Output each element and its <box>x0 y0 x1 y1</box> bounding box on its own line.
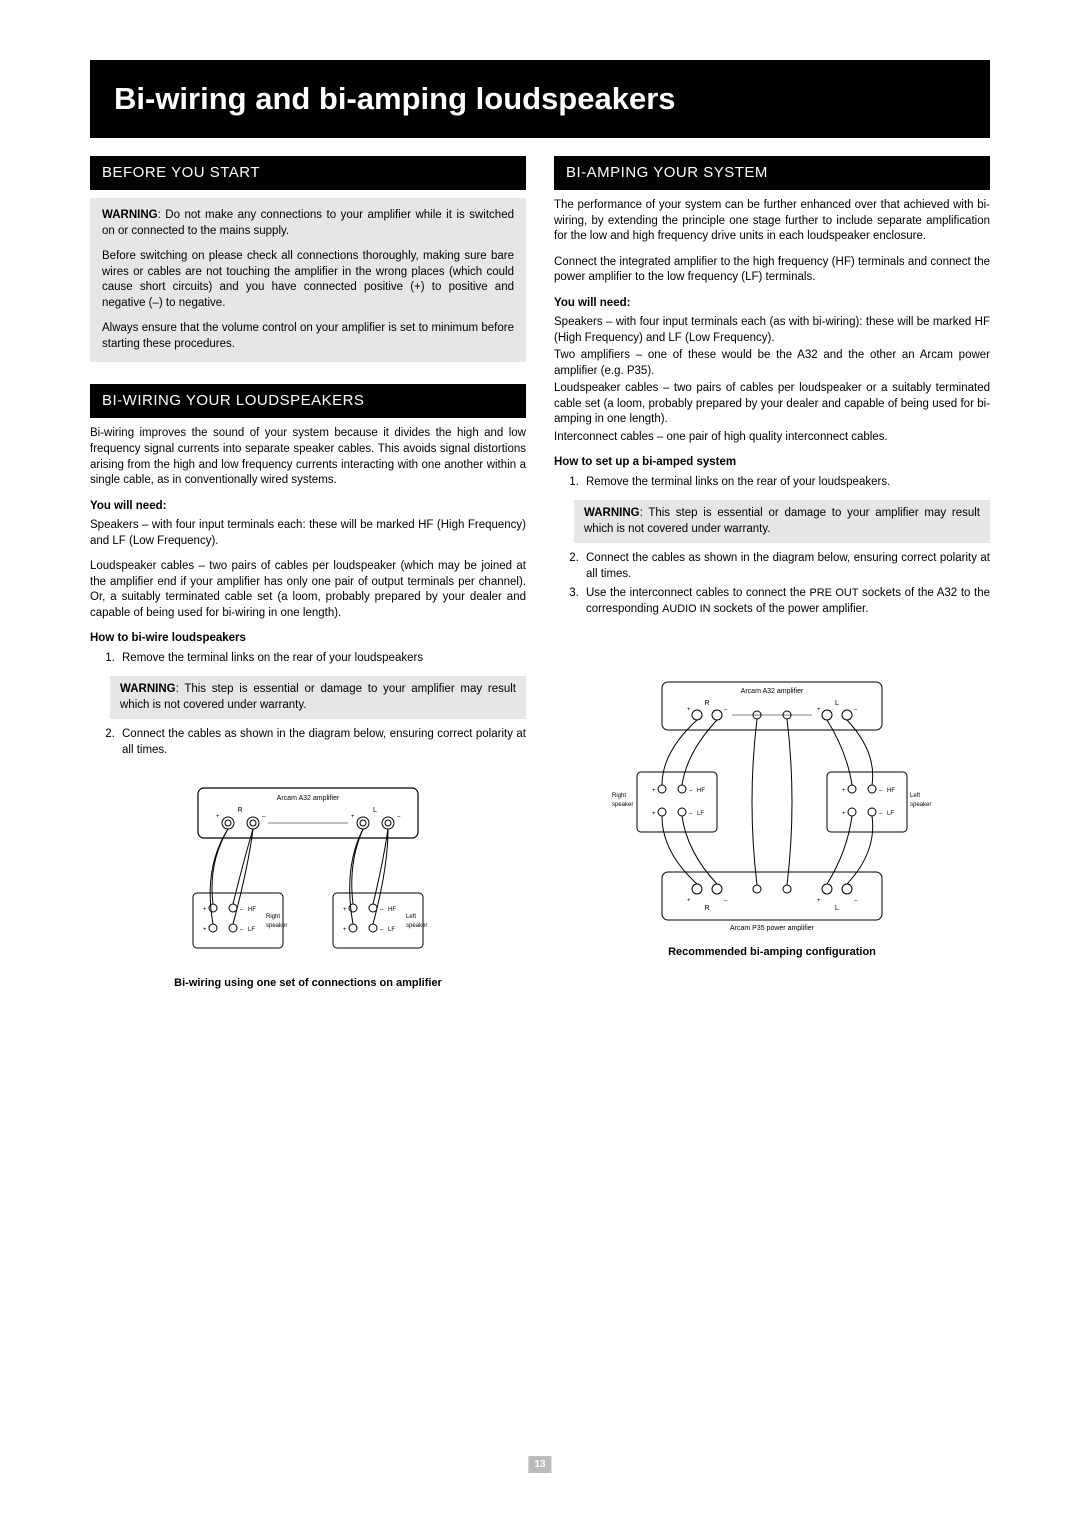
svg-text:+: + <box>817 898 821 904</box>
svg-text:–: – <box>240 907 244 913</box>
svg-text:+: + <box>817 707 821 713</box>
page-number: 13 <box>528 1456 551 1474</box>
svg-text:–: – <box>397 814 401 820</box>
svg-text:Arcam A32 amplifier: Arcam A32 amplifier <box>741 688 804 695</box>
svg-text:speaker: speaker <box>612 802 633 808</box>
warning-label: WARNING <box>584 507 640 519</box>
biamp-para2: Connect the integrated amplifier to the … <box>554 255 990 286</box>
need-cables-r: Loudspeaker cables – two pairs of cables… <box>554 381 990 428</box>
biwiring-header: BI-WIRING YOUR LOUDSPEAKERS <box>90 384 526 418</box>
svg-text:LF: LF <box>248 927 255 933</box>
svg-text:+: + <box>842 811 846 817</box>
svg-text:+: + <box>687 898 691 904</box>
howto-biamp-label: How to set up a bi-amped system <box>554 455 990 471</box>
svg-text:R: R <box>704 700 709 707</box>
diag-amp-label: Arcam A32 amplifier <box>277 795 340 802</box>
warning-2-text: Before switching on please check all con… <box>102 249 514 311</box>
svg-text:HF: HF <box>248 907 256 913</box>
svg-text:R: R <box>237 807 242 814</box>
biamp-steps: Remove the terminal links on the rear of… <box>582 475 990 491</box>
svg-text:Left: Left <box>406 914 416 920</box>
svg-text:speaker: speaker <box>406 923 427 929</box>
biamp-step-2: Connect the cables as shown in the diagr… <box>582 551 990 582</box>
biwire-steps-cont: Connect the cables as shown in the diagr… <box>118 727 526 758</box>
svg-text:–: – <box>854 898 858 904</box>
right-column: BI-AMPING YOUR SYSTEM The performance of… <box>554 156 990 991</box>
biwire-step-warning: WARNING: This step is essential or damag… <box>110 676 526 719</box>
svg-text:+: + <box>343 927 347 933</box>
svg-text:–: – <box>724 707 728 713</box>
biwire-diagram-caption: Bi-wiring using one set of connections o… <box>90 976 526 991</box>
svg-text:L: L <box>835 905 839 912</box>
svg-text:LF: LF <box>887 811 894 817</box>
svg-text:+: + <box>652 811 656 817</box>
warning-3-text: Always ensure that the volume control on… <box>102 321 514 352</box>
warning-label: WARNING <box>120 683 176 695</box>
svg-text:speaker: speaker <box>910 802 931 808</box>
svg-text:–: – <box>724 898 728 904</box>
biamp-step-3: Use the interconnect cables to connect t… <box>582 586 990 617</box>
svg-text:–: – <box>380 927 384 933</box>
svg-text:+: + <box>351 814 355 820</box>
svg-text:LF: LF <box>697 811 704 817</box>
warning-box-1: WARNING: Do not make any connections to … <box>90 198 526 362</box>
biamp-para1: The performance of your system can be fu… <box>554 198 990 245</box>
need-interconnect-r: Interconnect cables – one pair of high q… <box>554 430 990 446</box>
svg-text:+: + <box>343 907 347 913</box>
svg-text:HF: HF <box>697 788 705 794</box>
biamp-step-1: Remove the terminal links on the rear of… <box>582 475 990 491</box>
svg-text:–: – <box>689 788 693 794</box>
content-columns: BEFORE YOU START WARNING: Do not make an… <box>90 156 990 991</box>
biwire-steps: Remove the terminal links on the rear of… <box>118 651 526 667</box>
biwire-step-2: Connect the cables as shown in the diagr… <box>118 727 526 758</box>
biamping-header: BI-AMPING YOUR SYSTEM <box>554 156 990 190</box>
warning-1-text: : Do not make any connections to your am… <box>102 209 514 237</box>
svg-text:+: + <box>216 814 220 820</box>
biwire-warning-text: : This step is essential or damage to yo… <box>120 683 516 711</box>
howto-biwire-label: How to bi-wire loudspeakers <box>90 631 526 647</box>
svg-text:speaker: speaker <box>266 923 287 929</box>
biamp-warning-text: : This step is essential or damage to yo… <box>584 507 980 535</box>
biamp-step-warning: WARNING: This step is essential or damag… <box>574 500 990 543</box>
you-will-need-label-r: You will need: <box>554 296 990 312</box>
svg-text:–: – <box>240 927 244 933</box>
svg-text:–: – <box>262 814 266 820</box>
need-speakers-r: Speakers – with four input terminals eac… <box>554 315 990 346</box>
svg-text:+: + <box>652 788 656 794</box>
biwire-step-1: Remove the terminal links on the rear of… <box>118 651 526 667</box>
biwire-diagram: Arcam A32 amplifier + – R + – L + – + – HF LF… <box>158 778 458 968</box>
need-amps-r: Two amplifiers – one of these would be t… <box>554 348 990 379</box>
page-main-title: Bi-wiring and bi-amping loudspeakers <box>90 60 990 138</box>
biamp-diagram-caption: Recommended bi-amping configuration <box>554 945 990 960</box>
biamp-steps-cont: Connect the cables as shown in the diagr… <box>582 551 990 617</box>
biamp-diagram: Arcam A32 amplifier + – R + – L + – + – HF LF… <box>602 677 942 937</box>
svg-text:Arcam P35 power amplifier: Arcam P35 power amplifier <box>730 925 815 932</box>
svg-text:Left: Left <box>910 793 920 799</box>
svg-text:–: – <box>854 707 858 713</box>
svg-text:Right: Right <box>612 793 626 799</box>
svg-text:Right: Right <box>266 914 280 920</box>
you-will-need-label: You will need: <box>90 499 526 515</box>
svg-text:–: – <box>879 788 883 794</box>
left-column: BEFORE YOU START WARNING: Do not make an… <box>90 156 526 991</box>
svg-text:–: – <box>879 811 883 817</box>
svg-text:+: + <box>687 707 691 713</box>
svg-text:–: – <box>689 811 693 817</box>
need-speakers: Speakers – with four input terminals eac… <box>90 518 526 549</box>
svg-text:+: + <box>842 788 846 794</box>
biwire-intro: Bi-wiring improves the sound of your sys… <box>90 426 526 488</box>
svg-text:+: + <box>203 907 207 913</box>
svg-text:LF: LF <box>388 927 395 933</box>
warning-label: WARNING <box>102 209 158 221</box>
svg-text:+: + <box>203 927 207 933</box>
svg-text:L: L <box>373 807 377 814</box>
svg-text:–: – <box>380 907 384 913</box>
svg-text:HF: HF <box>388 907 396 913</box>
svg-text:L: L <box>835 700 839 707</box>
need-cables: Loudspeaker cables – two pairs of cables… <box>90 559 526 621</box>
svg-text:HF: HF <box>887 788 895 794</box>
before-you-start-header: BEFORE YOU START <box>90 156 526 190</box>
svg-text:R: R <box>704 905 709 912</box>
